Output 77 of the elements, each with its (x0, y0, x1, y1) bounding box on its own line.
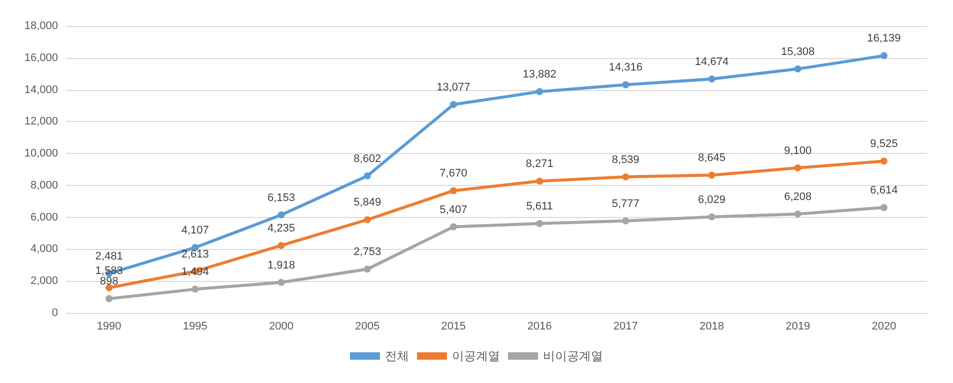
point (450, 223, 457, 230)
point (622, 81, 630, 88)
x-tick-label: 2020 (872, 320, 896, 332)
y-tick-label: 6,000 (30, 211, 58, 224)
point (708, 213, 716, 220)
point (278, 278, 285, 286)
data-label: 2,613 (181, 248, 209, 260)
point (536, 178, 544, 185)
x-tick-label: 2000 (269, 320, 294, 332)
data-label: 13,077 (436, 81, 470, 94)
point (794, 164, 802, 172)
point (450, 100, 457, 108)
data-label: 14,674 (694, 56, 729, 68)
data-label: 8,271 (526, 158, 554, 170)
point (622, 217, 630, 224)
x-tick-label: 2019 (786, 320, 810, 332)
point (278, 211, 285, 218)
x-tick-label: 2018 (700, 320, 724, 332)
point (622, 173, 630, 180)
y-tick-label: 12,000 (24, 116, 58, 128)
point (536, 220, 544, 228)
data-label: 1,918 (267, 259, 296, 272)
point (278, 242, 285, 249)
point (708, 172, 716, 179)
data-label: 5,407 (440, 204, 468, 216)
data-label: 8,645 (698, 152, 726, 164)
data-label: 8,602 (354, 152, 382, 165)
legend-label: 전체 (385, 349, 409, 363)
point (364, 266, 371, 273)
x-tick-label: 2017 (613, 320, 638, 332)
data-label: 898 (100, 276, 118, 288)
y-tick-label: 18,000 (24, 20, 58, 32)
y-tick-label: 0 (52, 307, 58, 319)
data-label: 6,029 (698, 194, 726, 206)
point (192, 286, 199, 293)
point (364, 216, 371, 224)
x-tick-label: 2016 (527, 320, 552, 332)
data-label: 13,882 (522, 68, 556, 81)
point (880, 158, 888, 165)
legend-label: 이공계열 (452, 349, 500, 363)
y-tick-label: 14,000 (24, 84, 58, 96)
y-tick-label: 16,000 (24, 52, 58, 64)
data-label: 6,153 (267, 192, 296, 204)
point (106, 295, 113, 302)
data-label: 5,777 (612, 198, 640, 210)
y-tick-label: 2,000 (30, 275, 58, 288)
point (794, 65, 802, 72)
data-label: 16,139 (867, 32, 901, 45)
point (708, 76, 716, 83)
point (450, 187, 457, 194)
x-tick-label: 1995 (182, 320, 208, 332)
y-tick-label: 4,000 (30, 243, 58, 256)
x-tick-label: 2005 (355, 320, 380, 332)
data-label: 5,849 (354, 196, 382, 209)
data-label: 9,100 (784, 144, 812, 157)
point (880, 204, 888, 212)
data-label: 15,308 (781, 46, 815, 58)
data-label: 6,208 (784, 191, 812, 204)
data-label: 14,316 (608, 62, 642, 74)
y-tick-label: 8,000 (30, 179, 58, 192)
point (794, 210, 802, 218)
legend-label: 비이공계열 (543, 349, 603, 363)
point (536, 88, 544, 96)
data-label: 2,753 (354, 246, 382, 258)
data-label: 6,614 (870, 184, 898, 197)
data-label: 5,611 (526, 200, 553, 213)
data-label: 4,235 (267, 222, 296, 234)
data-label: 7,670 (440, 168, 468, 180)
data-label: 2,481 (95, 250, 123, 262)
data-label: 8,539 (612, 154, 640, 166)
point (880, 52, 888, 60)
point (364, 172, 371, 180)
data-label: 9,525 (870, 138, 898, 150)
y-tick-label: 10,000 (24, 148, 58, 160)
data-label: 4,107 (181, 224, 209, 237)
x-tick-label: 2015 (441, 320, 466, 332)
x-tick-label: 1990 (96, 320, 122, 332)
